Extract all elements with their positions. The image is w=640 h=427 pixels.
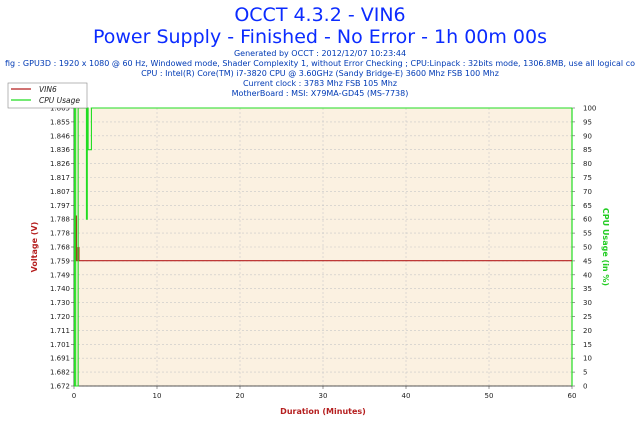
x-axis-label: Duration (Minutes) xyxy=(280,407,366,416)
y2-tick-label: 20 xyxy=(583,327,592,335)
x-tick-label: 0 xyxy=(72,392,76,400)
y-tick-label: 1.720 xyxy=(50,313,70,321)
legend-label: VIN6 xyxy=(39,85,57,94)
y-tick-label: 1.768 xyxy=(50,244,70,252)
y-tick-label: 1.730 xyxy=(50,299,70,307)
y-tick-label: 1.749 xyxy=(50,271,70,279)
info-clock: Current clock : 3783 Mhz FSB 105 Mhz xyxy=(242,79,398,88)
y-tick-label: 1.855 xyxy=(50,118,70,126)
y2-tick-label: 65 xyxy=(583,202,592,210)
y-tick-label: 1.826 xyxy=(50,160,71,168)
y2-tick-label: 100 xyxy=(583,105,596,113)
y2-tick-label: 70 xyxy=(583,188,592,196)
legend-label: CPU Usage xyxy=(39,96,80,105)
x-tick-label: 30 xyxy=(319,392,328,400)
y-tick-label: 1.817 xyxy=(50,174,70,182)
y-tick-label: 1.836 xyxy=(50,146,71,154)
y2-tick-label: 25 xyxy=(583,313,592,321)
y2-tick-label: 60 xyxy=(583,216,592,224)
info-cpu: CPU : Intel(R) Core(TM) i7-3820 CPU @ 3.… xyxy=(141,69,499,78)
info-generated: Generated by OCCT : 2012/12/07 10:23:44 xyxy=(233,49,407,58)
y-tick-label: 1.846 xyxy=(50,132,71,140)
x-tick-label: 60 xyxy=(568,392,577,400)
y2-tick-label: 90 xyxy=(583,132,592,140)
y2-tick-label: 85 xyxy=(583,146,592,154)
y2-tick-label: 80 xyxy=(583,160,592,168)
y-tick-label: 1.740 xyxy=(50,285,70,293)
y-tick-label: 1.865 xyxy=(50,105,70,113)
y-tick-label: 1.672 xyxy=(50,383,70,391)
y-tick-label: 1.711 xyxy=(50,327,70,335)
y2-tick-label: 50 xyxy=(583,244,592,252)
y2-tick-label: 10 xyxy=(583,355,592,363)
chart-subtitle: Power Supply - Finished - No Error - 1h … xyxy=(92,26,548,48)
y2-tick-label: 15 xyxy=(583,341,592,349)
y-axis-label: Voltage (V) xyxy=(30,222,39,273)
y2-tick-label: 40 xyxy=(583,271,592,279)
y-tick-label: 1.797 xyxy=(50,202,70,210)
x-tick-label: 50 xyxy=(485,392,494,400)
y2-tick-label: 75 xyxy=(583,174,592,182)
y-tick-label: 1.682 xyxy=(50,369,70,377)
y2-tick-label: 55 xyxy=(583,230,592,238)
y2-tick-label: 45 xyxy=(583,257,592,265)
y-tick-label: 1.691 xyxy=(50,355,70,363)
x-tick-label: 40 xyxy=(402,392,411,400)
info-config: fig : GPU3D : 1920 x 1080 @ 60 Hz, Windo… xyxy=(5,59,635,68)
y2-tick-label: 30 xyxy=(583,299,592,307)
y-tick-label: 1.778 xyxy=(50,230,70,238)
y2-axis-label: CPU Usage (in %) xyxy=(601,208,610,286)
y-tick-label: 1.701 xyxy=(50,341,70,349)
y2-tick-label: 35 xyxy=(583,285,592,293)
y-tick-label: 1.759 xyxy=(50,257,70,265)
y2-tick-label: 0 xyxy=(583,383,587,391)
x-tick-label: 20 xyxy=(236,392,245,400)
y-tick-label: 1.788 xyxy=(50,216,70,224)
legend-box xyxy=(7,82,88,109)
y-tick-label: 1.807 xyxy=(50,188,70,196)
info-motherboard: MotherBoard : MSI: X79MA-GD45 (MS-7738) xyxy=(231,89,409,98)
y2-tick-label: 5 xyxy=(583,369,587,377)
x-tick-label: 10 xyxy=(153,392,162,400)
y2-tick-label: 95 xyxy=(583,118,592,126)
chart-title: OCCT 4.3.2 - VIN6 xyxy=(234,4,406,26)
